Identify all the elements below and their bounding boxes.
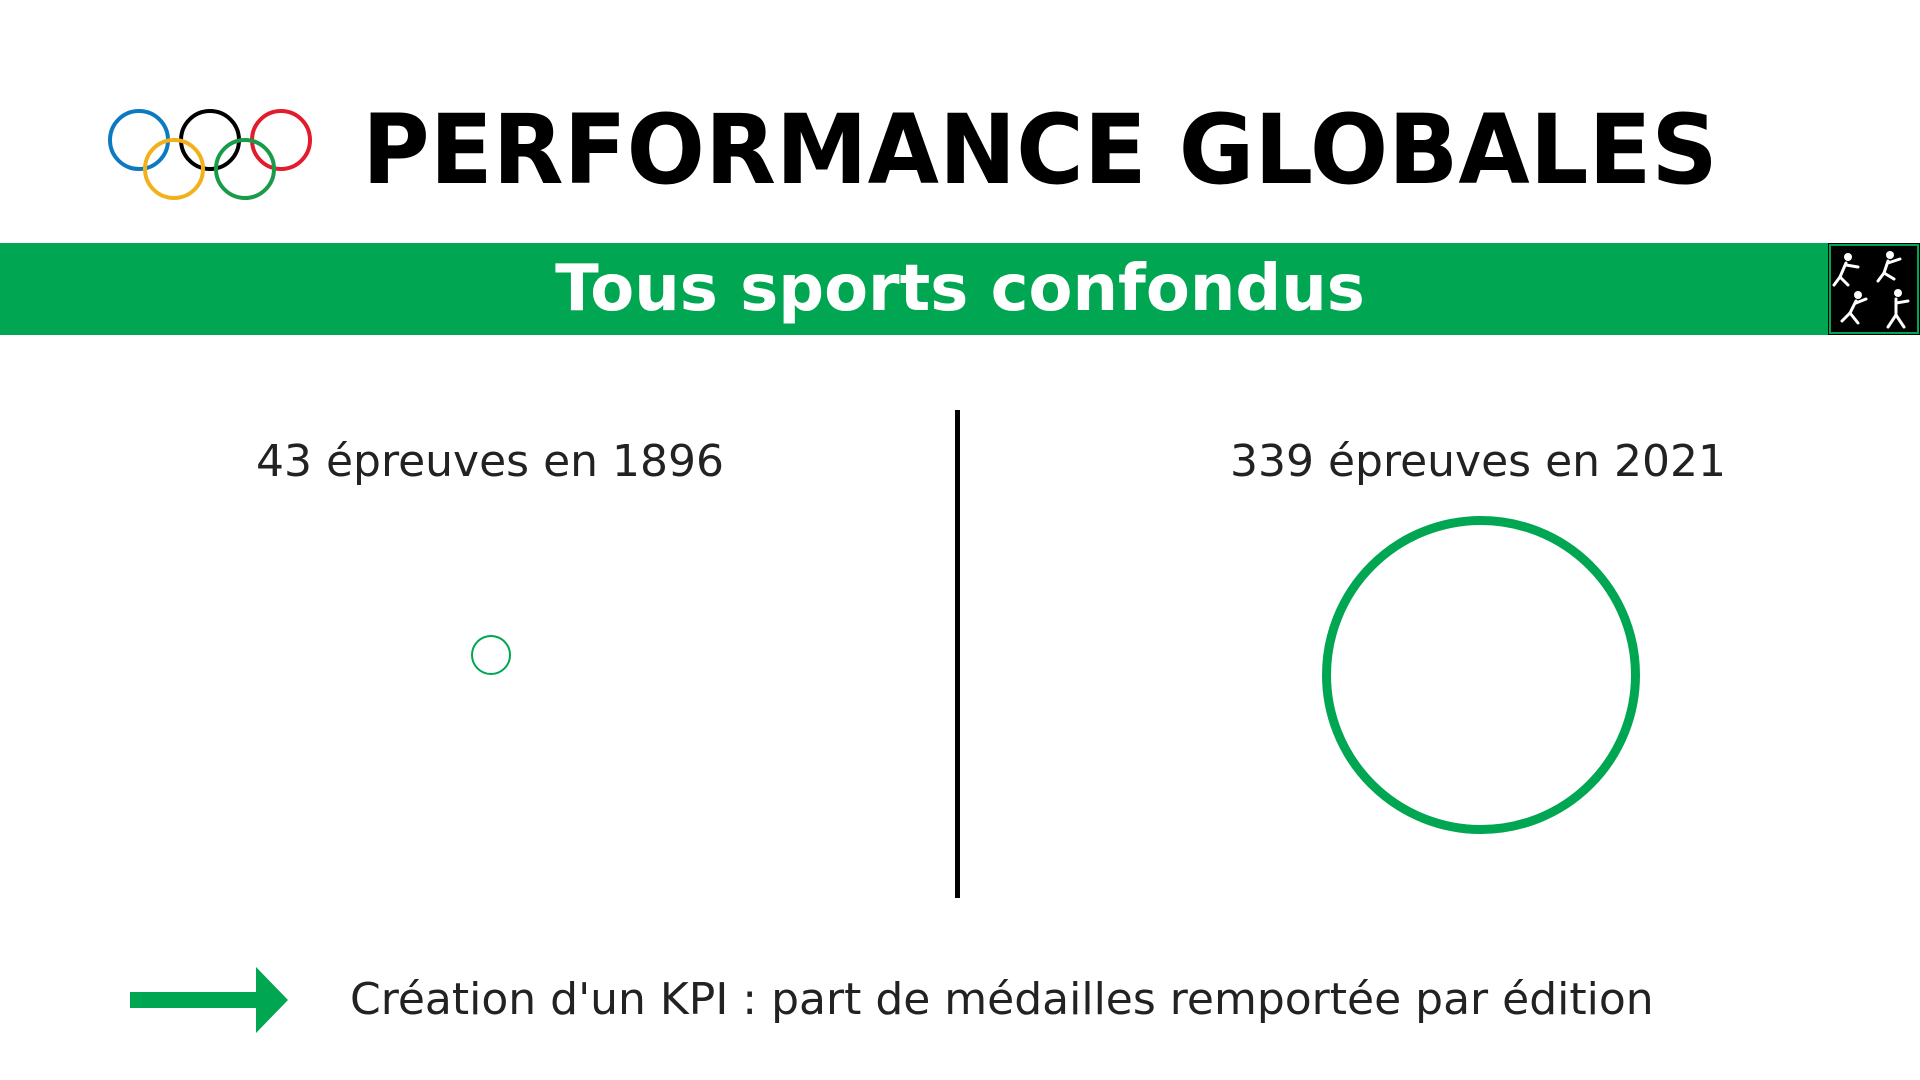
circle-1896 [471,635,511,675]
athletes-pictogram-icon [1828,243,1920,335]
stat-2021-label: 339 épreuves en 2021 [1230,436,1726,487]
arrow-right-icon [130,967,288,1033]
page-title: PERFORMANCE GLOBALES [362,94,1718,206]
footer-kpi-text: Création d'un KPI : part de médailles re… [350,974,1654,1025]
stat-1896-label: 43 épreuves en 1896 [256,436,724,487]
subtitle-band: Tous sports confondus [0,243,1920,335]
olympic-rings-icon [108,109,312,200]
band-subtitle: Tous sports confondus [555,252,1365,326]
circle-2021 [1322,516,1640,834]
vertical-divider [955,410,960,898]
